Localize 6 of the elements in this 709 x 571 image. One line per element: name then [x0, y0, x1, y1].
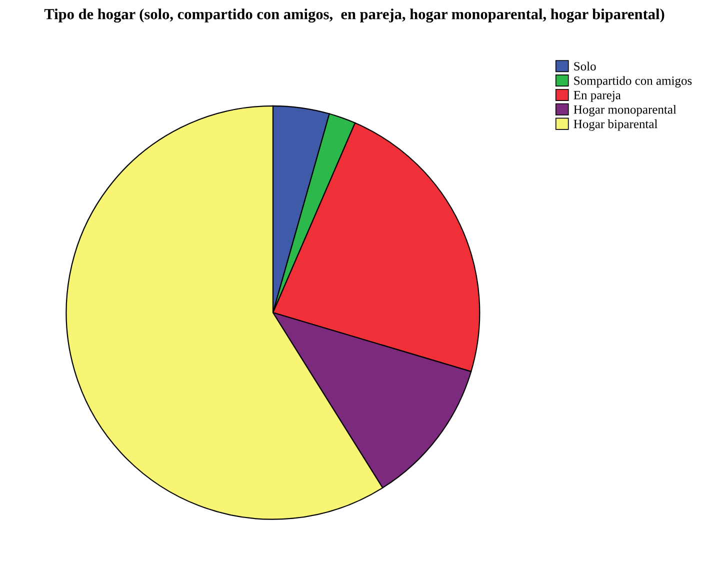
chart-title: Tipo de hogar (solo, compartido con amigos, en pareja, hogar monoparental, hogar biparental) — [44, 8, 664, 23]
legend-label: Hogar monoparental — [574, 104, 676, 116]
legend-label: En pareja — [574, 90, 621, 102]
legend-label: Hogar biparental — [574, 119, 658, 131]
legend-label: Solo — [574, 62, 596, 70]
legend-label: Sompartido con amigos — [574, 76, 692, 88]
